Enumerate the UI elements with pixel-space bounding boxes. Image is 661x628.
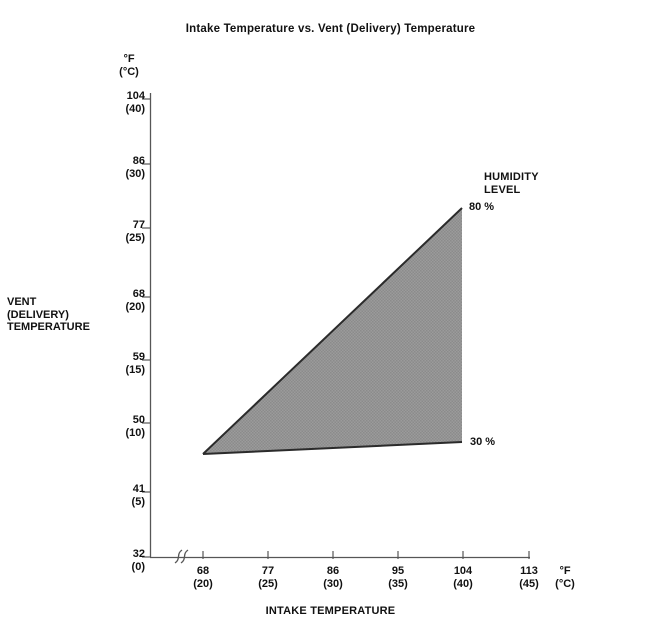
y-axis-title: VENT (DELIVERY) TEMPERATURE: [7, 296, 90, 333]
x-tick-label-77: 77 (25): [258, 565, 278, 590]
y-tick-label-104: 104 (40): [125, 90, 145, 115]
x-axis-unit-c: (°C): [555, 578, 575, 590]
x-axis-unit: °F (°C): [545, 565, 585, 591]
x-tick-label-113: 113 (45): [519, 565, 539, 590]
humidity-30-line: [202, 441, 463, 455]
legend-30-percent-label: 30 %: [470, 436, 496, 448]
y-tick-label-41: 41 (5): [131, 483, 145, 508]
y-axis-unit-c: (°C): [119, 66, 139, 78]
y-tick-label-77: 77 (25): [125, 219, 145, 244]
axes: [149, 93, 530, 559]
y-axis-ticks: [142, 98, 150, 558]
x-axis-break-icon: [174, 549, 189, 564]
x-axis-title: INTAKE TEMPERATURE: [265, 605, 396, 617]
x-tick-label-95: 95 (35): [388, 565, 408, 590]
legend-title: HUMIDITY LEVEL: [484, 171, 539, 196]
y-tick-label-86: 86 (30): [125, 155, 145, 180]
y-tick-label-59: 59 (15): [125, 351, 145, 376]
humidity-80-line: [202, 207, 463, 455]
legend-80-percent-label: 80 %: [469, 201, 495, 213]
x-tick-label-86: 86 (30): [323, 565, 343, 590]
x-tick-label-104: 104 (40): [453, 565, 473, 590]
x-axis-ticks: [202, 551, 530, 559]
chart-title: Intake Temperature vs. Vent (Delivery) T…: [185, 23, 476, 35]
humidity-region: [202, 207, 463, 455]
y-axis-unit: °F (°C): [108, 53, 150, 79]
x-tick-label-68: 68 (20): [193, 565, 213, 590]
y-tick-label-68: 68 (20): [125, 288, 145, 313]
x-axis-unit-f: °F: [559, 565, 571, 577]
y-axis-unit-f: °F: [123, 53, 135, 65]
y-tick-label-50: 50 (10): [125, 414, 145, 439]
y-tick-label-32: 32 (0): [131, 548, 145, 573]
